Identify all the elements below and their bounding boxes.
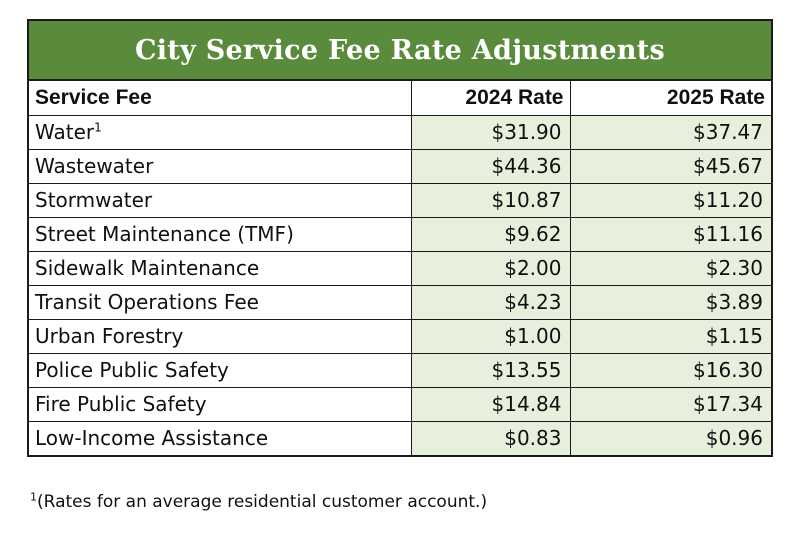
rate-2025-cell: $16.30: [569, 352, 771, 388]
service-fee-name: Street Maintenance (TMF): [29, 216, 412, 252]
footnote-marker: 1: [30, 490, 37, 504]
rate-2024-cell: $10.87: [410, 182, 571, 218]
rate-2024-cell: $0.83: [410, 420, 571, 455]
table-row: Urban Forestry $1.00 $1.15: [29, 318, 771, 354]
table-row: Low-Income Assistance $0.83 $0.96: [29, 420, 771, 455]
service-fee-name: Urban Forestry: [29, 318, 412, 354]
table-row: Fire Public Safety $14.84 $17.34: [29, 386, 771, 422]
rate-2024-cell: $14.84: [410, 386, 571, 422]
fee-table: Service Fee 2024 Rate 2025 Rate Water1 $…: [29, 81, 771, 455]
service-fee-name: Low-Income Assistance: [29, 420, 412, 455]
rate-2025-cell: $1.15: [569, 318, 771, 354]
service-fee-name: Police Public Safety: [29, 352, 412, 388]
service-fee-name: Water1: [29, 114, 412, 150]
fee-table-container: City Service Fee Rate Adjustments Servic…: [27, 19, 773, 457]
footnote-text: (Rates for an average residential custom…: [37, 492, 488, 512]
table-row: Street Maintenance (TMF) $9.62 $11.16: [29, 216, 771, 252]
rate-2025-cell: $11.16: [569, 216, 771, 252]
rate-2025-cell: $45.67: [569, 148, 771, 184]
service-fee-name: Sidewalk Maintenance: [29, 250, 412, 286]
rate-2025-cell: $37.47: [569, 114, 771, 150]
rate-2025-cell: $3.89: [569, 284, 771, 320]
table-row: Stormwater $10.87 $11.20: [29, 182, 771, 218]
rate-2024-cell: $31.90: [410, 114, 571, 150]
table-title: City Service Fee Rate Adjustments: [29, 21, 771, 81]
table-row: Transit Operations Fee $4.23 $3.89: [29, 284, 771, 320]
table-row: Water1 $31.90 $37.47: [29, 114, 771, 150]
table-row: Sidewalk Maintenance $2.00 $2.30: [29, 250, 771, 286]
service-fee-name: Wastewater: [29, 148, 412, 184]
rate-2025-cell: $0.96: [569, 420, 771, 455]
rate-2024-cell: $2.00: [410, 250, 571, 286]
column-header-service-fee: Service Fee: [29, 81, 412, 116]
rate-2024-cell: $1.00: [410, 318, 571, 354]
service-fee-name: Fire Public Safety: [29, 386, 412, 422]
rate-2025-cell: $2.30: [569, 250, 771, 286]
table-row: Wastewater $44.36 $45.67: [29, 148, 771, 184]
header-row: Service Fee 2024 Rate 2025 Rate: [29, 81, 771, 116]
rate-2024-cell: $44.36: [410, 148, 571, 184]
rate-2024-cell: $9.62: [410, 216, 571, 252]
column-header-2024-rate: 2024 Rate: [410, 81, 571, 116]
column-header-2025-rate: 2025 Rate: [569, 81, 771, 116]
rate-2024-cell: $13.55: [410, 352, 571, 388]
rate-2025-cell: $11.20: [569, 182, 771, 218]
service-fee-name: Transit Operations Fee: [29, 284, 412, 320]
service-fee-name: Stormwater: [29, 182, 412, 218]
service-fee-label: Water: [35, 120, 95, 144]
footnote-marker: 1: [94, 120, 102, 135]
rate-2025-cell: $17.34: [569, 386, 771, 422]
footnote: 1(Rates for an average residential custo…: [30, 490, 488, 512]
table-row: Police Public Safety $13.55 $16.30: [29, 352, 771, 388]
rate-2024-cell: $4.23: [410, 284, 571, 320]
